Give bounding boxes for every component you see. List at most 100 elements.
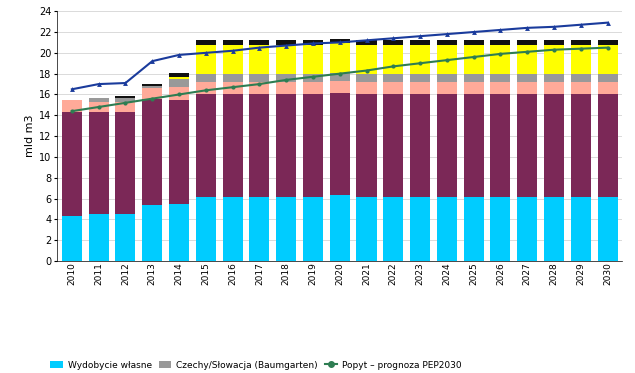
Bar bbox=[517, 94, 537, 197]
Bar bbox=[384, 40, 403, 44]
Bar bbox=[169, 204, 189, 261]
Bar bbox=[250, 44, 269, 74]
Bar bbox=[169, 100, 189, 204]
Bar bbox=[196, 197, 216, 261]
Bar bbox=[196, 40, 216, 44]
Bar bbox=[356, 40, 377, 44]
Bar bbox=[250, 94, 269, 197]
Bar bbox=[330, 195, 350, 261]
Bar bbox=[464, 44, 484, 74]
Bar bbox=[544, 82, 564, 94]
Bar bbox=[62, 216, 82, 261]
Bar bbox=[464, 40, 484, 44]
Bar bbox=[303, 40, 323, 44]
Bar bbox=[196, 74, 216, 82]
Bar bbox=[437, 197, 457, 261]
Bar bbox=[384, 44, 403, 74]
Bar bbox=[598, 74, 618, 82]
Bar bbox=[89, 98, 109, 102]
Bar bbox=[116, 102, 135, 112]
Bar bbox=[490, 44, 511, 74]
Bar bbox=[490, 82, 511, 94]
Bar bbox=[544, 40, 564, 44]
Bar bbox=[62, 112, 82, 216]
Bar bbox=[571, 44, 591, 74]
Bar bbox=[330, 81, 350, 94]
Bar bbox=[222, 94, 243, 197]
Bar bbox=[116, 112, 135, 214]
Bar bbox=[410, 82, 430, 94]
Bar bbox=[544, 94, 564, 197]
Bar bbox=[410, 74, 430, 82]
Bar bbox=[142, 86, 163, 88]
Bar bbox=[330, 44, 350, 73]
Bar bbox=[571, 74, 591, 82]
Bar bbox=[222, 197, 243, 261]
Bar bbox=[276, 44, 296, 74]
Bar bbox=[116, 214, 135, 261]
Bar bbox=[116, 98, 135, 102]
Bar bbox=[196, 82, 216, 94]
Bar bbox=[356, 94, 377, 197]
Bar bbox=[356, 74, 377, 82]
Bar bbox=[303, 94, 323, 197]
Bar bbox=[571, 94, 591, 197]
Bar bbox=[356, 197, 377, 261]
Bar bbox=[330, 39, 350, 44]
Bar bbox=[142, 98, 163, 205]
Bar bbox=[598, 82, 618, 94]
Bar bbox=[276, 197, 296, 261]
Bar bbox=[250, 40, 269, 44]
Bar bbox=[384, 94, 403, 197]
Bar bbox=[464, 82, 484, 94]
Bar bbox=[330, 94, 350, 195]
Bar bbox=[276, 40, 296, 44]
Bar bbox=[89, 214, 109, 261]
Bar bbox=[356, 44, 377, 74]
Bar bbox=[571, 40, 591, 44]
Bar bbox=[437, 74, 457, 82]
Bar bbox=[490, 197, 511, 261]
Bar bbox=[544, 74, 564, 82]
Bar bbox=[222, 74, 243, 82]
Bar bbox=[517, 40, 537, 44]
Bar bbox=[490, 40, 511, 44]
Bar bbox=[517, 82, 537, 94]
Bar bbox=[250, 197, 269, 261]
Bar bbox=[490, 74, 511, 82]
Bar bbox=[490, 94, 511, 197]
Bar bbox=[169, 87, 189, 100]
Bar bbox=[410, 44, 430, 74]
Bar bbox=[169, 73, 189, 77]
Bar bbox=[544, 44, 564, 74]
Bar bbox=[89, 102, 109, 112]
Bar bbox=[250, 74, 269, 82]
Bar bbox=[464, 94, 484, 197]
Bar bbox=[142, 205, 163, 261]
Bar bbox=[384, 82, 403, 94]
Bar bbox=[169, 77, 189, 79]
Bar bbox=[571, 82, 591, 94]
Bar bbox=[142, 88, 163, 98]
Bar bbox=[598, 197, 618, 261]
Bar bbox=[437, 94, 457, 197]
Bar bbox=[250, 82, 269, 94]
Bar bbox=[410, 40, 430, 44]
Bar bbox=[196, 44, 216, 74]
Bar bbox=[598, 44, 618, 74]
Bar bbox=[437, 82, 457, 94]
Bar bbox=[169, 79, 189, 87]
Bar bbox=[303, 82, 323, 94]
Bar bbox=[303, 44, 323, 74]
Bar bbox=[116, 95, 135, 98]
Bar bbox=[410, 94, 430, 197]
Bar bbox=[464, 74, 484, 82]
Bar bbox=[517, 74, 537, 82]
Y-axis label: mld m3: mld m3 bbox=[25, 115, 35, 157]
Bar bbox=[222, 44, 243, 74]
Bar bbox=[464, 197, 484, 261]
Legend: Wydobycie własne, Jamał, Niemcy, Czechy/Słowacja (Baumgarten), LNG, Ukraina, Pop: Wydobycie własne, Jamał, Niemcy, Czechy/… bbox=[50, 361, 462, 373]
Bar bbox=[142, 84, 163, 86]
Bar bbox=[517, 44, 537, 74]
Bar bbox=[437, 40, 457, 44]
